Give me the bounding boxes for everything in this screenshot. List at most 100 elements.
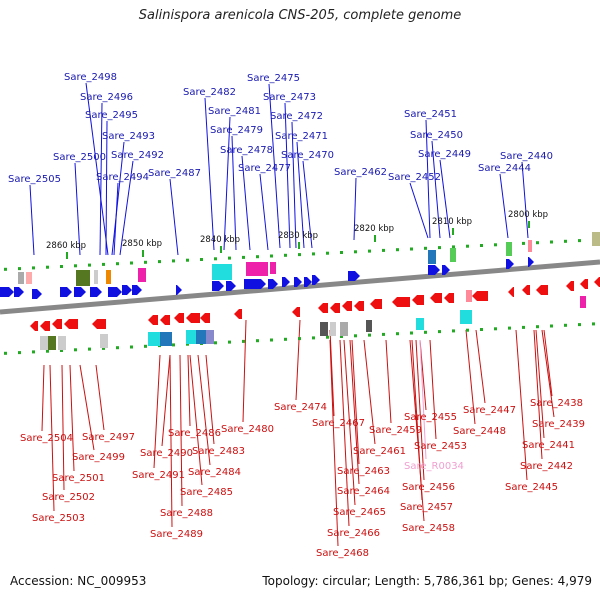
feature-box[interactable] <box>320 322 328 336</box>
gene-label-forward[interactable]: Sare_2498 <box>64 72 117 83</box>
gene-arrow-reverse[interactable] <box>472 291 488 301</box>
gene-arrow-reverse[interactable] <box>40 321 50 331</box>
gene-label-forward[interactable]: Sare_2471 <box>275 131 328 142</box>
gene-arrow-forward[interactable] <box>304 277 312 287</box>
feature-box[interactable] <box>160 332 172 346</box>
gene-arrow-forward[interactable] <box>282 277 290 287</box>
gene-label-forward[interactable]: Sare_2495 <box>85 110 138 121</box>
gene-arrow-reverse[interactable] <box>292 307 300 317</box>
gene-label-reverse[interactable]: Sare_2453 <box>414 441 467 452</box>
feature-box[interactable] <box>270 262 276 274</box>
gene-label-reverse[interactable]: Sare_2488 <box>160 508 213 519</box>
gene-arrow-forward[interactable] <box>32 289 42 299</box>
feature-box[interactable] <box>416 318 424 330</box>
feature-box[interactable] <box>428 250 436 264</box>
gene-label-reverse[interactable]: Sare_2455 <box>404 412 457 423</box>
gene-label-reverse[interactable]: Sare_2466 <box>327 528 380 539</box>
gene-arrow-reverse[interactable] <box>234 309 242 319</box>
gene-arrow-forward[interactable] <box>244 279 266 289</box>
gene-label-reverse[interactable]: Sare_2480 <box>221 424 274 435</box>
feature-box[interactable] <box>450 248 456 262</box>
feature-box[interactable] <box>94 270 98 284</box>
gene-label-reverse[interactable]: Sare_2461 <box>353 446 406 457</box>
gene-arrow-reverse[interactable] <box>160 315 170 325</box>
gene-label-reverse[interactable]: Sare_2486 <box>168 428 221 439</box>
gene-label-reverse[interactable]: Sare_2501 <box>52 473 105 484</box>
gene-label-reverse[interactable]: Sare_2468 <box>316 548 369 559</box>
gene-arrow-forward[interactable] <box>60 287 72 297</box>
gene-arrow-reverse[interactable] <box>536 285 548 295</box>
gene-label-reverse[interactable]: Sare_2459 <box>369 425 422 436</box>
gene-label-reverse[interactable]: Sare_2448 <box>453 426 506 437</box>
gene-arrow-reverse[interactable] <box>200 313 210 323</box>
gene-arrow-reverse[interactable] <box>318 303 328 313</box>
gene-arrow-forward[interactable] <box>108 287 122 297</box>
feature-box[interactable] <box>460 310 472 324</box>
feature-box[interactable] <box>76 270 90 286</box>
feature-box[interactable] <box>26 272 32 284</box>
gene-label-forward[interactable]: Sare_2449 <box>418 149 471 160</box>
feature-box[interactable] <box>48 336 56 350</box>
gene-label-reverse[interactable]: Sare_2490 <box>140 448 193 459</box>
gene-label-reverse[interactable]: Sare_2464 <box>337 486 390 497</box>
gene-arrow-forward[interactable] <box>528 257 534 267</box>
feature-box[interactable] <box>212 264 232 280</box>
gene-label-reverse[interactable]: Sare_2463 <box>337 466 390 477</box>
gene-label-forward[interactable]: Sare_2500 <box>53 152 106 163</box>
gene-arrow-reverse[interactable] <box>64 319 78 329</box>
feature-box[interactable] <box>58 336 66 350</box>
gene-label-forward[interactable]: Sare_2450 <box>410 130 463 141</box>
feature-box[interactable] <box>148 332 160 346</box>
gene-arrow-forward[interactable] <box>268 279 278 289</box>
gene-arrow-reverse[interactable] <box>52 319 62 329</box>
feature-box[interactable] <box>18 272 24 284</box>
gene-label-forward[interactable]: Sare_2440 <box>500 151 553 162</box>
gene-label-reverse[interactable]: Sare_2445 <box>505 482 558 493</box>
feature-box[interactable] <box>40 336 48 350</box>
gene-arrow-forward[interactable] <box>506 259 514 269</box>
feature-box[interactable] <box>196 330 206 344</box>
gene-label-forward[interactable]: Sare_2481 <box>208 106 261 117</box>
gene-label-reverse[interactable]: Sare_2484 <box>188 467 241 478</box>
gene-label-forward[interactable]: Sare_2472 <box>270 111 323 122</box>
gene-label-forward[interactable]: Sare_2452 <box>388 172 441 183</box>
gene-arrow-reverse[interactable] <box>342 301 352 311</box>
gene-arrow-reverse[interactable] <box>30 321 38 331</box>
feature-box[interactable] <box>466 290 472 302</box>
gene-arrow-forward[interactable] <box>212 281 224 291</box>
gene-arrow-reverse[interactable] <box>392 297 410 307</box>
feature-box[interactable] <box>528 240 532 252</box>
gene-arrow-reverse[interactable] <box>354 301 364 311</box>
gene-label-forward[interactable]: Sare_2492 <box>111 150 164 161</box>
gene-arrow-reverse[interactable] <box>174 313 184 323</box>
gene-arrow-forward[interactable] <box>74 287 86 297</box>
gene-label-forward[interactable]: Sare_2494 <box>96 172 149 183</box>
gene-arrow-reverse[interactable] <box>566 281 574 291</box>
gene-label-reverse[interactable]: Sare_2504 <box>20 433 73 444</box>
gene-arrow-forward[interactable] <box>122 285 132 295</box>
gene-arrow-reverse[interactable] <box>508 287 514 297</box>
gene-label-reverse[interactable]: Sare_2456 <box>402 482 455 493</box>
gene-label-reverse[interactable]: Sare_2438 <box>530 398 583 409</box>
gene-label-reverse[interactable]: Sare_2485 <box>180 487 233 498</box>
gene-label-forward[interactable]: Sare_2482 <box>183 87 236 98</box>
gene-label-forward[interactable]: Sare_2462 <box>334 167 387 178</box>
gene-label-reverse[interactable]: Sare_2499 <box>72 452 125 463</box>
gene-arrow-reverse[interactable] <box>92 319 106 329</box>
gene-label-reverse[interactable]: Sare_2465 <box>333 507 386 518</box>
rna-label[interactable]: Sare_R0034 <box>404 461 464 472</box>
gene-label-reverse[interactable]: Sare_2442 <box>520 461 573 472</box>
gene-arrow-forward[interactable] <box>294 277 302 287</box>
gene-arrow-reverse[interactable] <box>148 315 158 325</box>
gene-arrow-forward[interactable] <box>348 271 360 281</box>
gene-label-reverse[interactable]: Sare_2497 <box>82 432 135 443</box>
gene-label-reverse[interactable]: Sare_2483 <box>192 446 245 457</box>
gene-label-reverse[interactable]: Sare_2441 <box>522 440 575 451</box>
gene-label-reverse[interactable]: Sare_2458 <box>402 523 455 534</box>
gene-arrow-reverse[interactable] <box>370 299 382 309</box>
feature-box[interactable] <box>366 320 372 332</box>
gene-arrow-forward[interactable] <box>428 265 440 275</box>
feature-box[interactable] <box>330 322 336 336</box>
gene-arrow-reverse[interactable] <box>594 277 600 287</box>
gene-arrow-forward[interactable] <box>14 287 24 297</box>
